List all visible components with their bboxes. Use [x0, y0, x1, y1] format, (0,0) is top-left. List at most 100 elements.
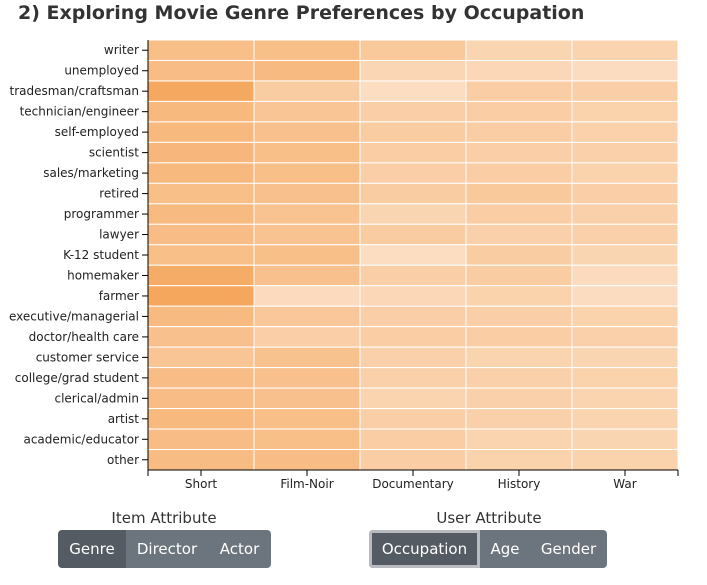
heatmap-cell-lawyer-short: [147, 223, 255, 246]
heatmap-cell-executive-managerial-war: [571, 305, 679, 328]
heatmap-cell-technician-engineer-film-noir: [253, 100, 361, 123]
heatmap-cell-customer-service-war: [571, 346, 679, 369]
item-attribute-button-group: Genre Director Actor: [58, 530, 271, 568]
y-tick-label: scientist: [89, 146, 139, 160]
heatmap-cell-retired-history: [465, 182, 573, 205]
heatmap-cell-sales-marketing-film-noir: [253, 162, 361, 184]
heatmap-cell-customer-service-documentary: [359, 346, 467, 369]
heatmap-cell-college-grad-student-short: [147, 367, 255, 389]
heatmap-cell-technician-engineer-war: [571, 100, 679, 123]
y-tick-label: sales/marketing: [43, 166, 139, 180]
y-tick-label: K-12 student: [63, 248, 139, 262]
heatmap-cell-technician-engineer-history: [465, 100, 573, 123]
heatmap-cell-k-12-student-documentary: [359, 244, 467, 266]
heatmap-cell-retired-documentary: [359, 182, 467, 205]
heatmap-cell-homemaker-history: [465, 264, 573, 287]
heatmap-cell-artist-film-noir: [253, 408, 361, 430]
y-tick-label: artist: [108, 412, 140, 426]
heatmap-cell-programmer-war: [571, 203, 679, 225]
heatmap-cell-farmer-short: [147, 285, 255, 307]
y-tick-label: lawyer: [99, 228, 139, 242]
user-attribute-label: User Attribute: [436, 509, 542, 527]
heatmap-cell-clerical-admin-war: [571, 387, 679, 410]
heatmap-cell-clerical-admin-film-noir: [253, 387, 361, 410]
heatmap-cell-doctor-health-care-war: [571, 326, 679, 348]
occupation-button[interactable]: Occupation: [369, 530, 480, 568]
heatmap-cell-self-employed-war: [571, 121, 679, 143]
user-attribute-button-group: Occupation Age Gender: [369, 530, 607, 568]
heatmap-cell-farmer-history: [465, 285, 573, 307]
heatmap-cell-unemployed-documentary: [359, 59, 467, 82]
actor-button[interactable]: Actor: [208, 530, 271, 568]
heatmap-cell-farmer-film-noir: [253, 285, 361, 307]
heatmap-cell-doctor-health-care-film-noir: [253, 326, 361, 348]
x-tick-label: Film-Noir: [280, 477, 333, 491]
heatmap-cell-unemployed-history: [465, 59, 573, 82]
y-tick-label: retired: [99, 187, 139, 201]
heatmap-cell-academic-educator-war: [571, 428, 679, 451]
heatmap-cell-scientist-history: [465, 141, 573, 164]
heatmap-cell-programmer-documentary: [359, 203, 467, 225]
y-tick-label: tradesman/craftsman: [10, 84, 139, 98]
heatmap-cell-writer-film-noir: [253, 39, 361, 61]
heatmap-cell-k-12-student-short: [147, 244, 255, 266]
heatmap-cell-self-employed-film-noir: [253, 121, 361, 143]
heatmap-cell-tradesman-craftsman-history: [465, 80, 573, 102]
y-tick-label: programmer: [64, 207, 139, 221]
item-attribute-label: Item Attribute: [111, 509, 217, 527]
heatmap-cell-tradesman-craftsman-film-noir: [253, 80, 361, 102]
heatmap-cell-homemaker-war: [571, 264, 679, 287]
heatmap-cell-tradesman-craftsman-war: [571, 80, 679, 102]
heatmap-cell-executive-managerial-documentary: [359, 305, 467, 328]
heatmap-cell-retired-war: [571, 182, 679, 205]
heatmap-cell-executive-managerial-history: [465, 305, 573, 328]
x-tick-label: History: [498, 477, 541, 491]
heatmap-cell-other-history: [465, 449, 573, 471]
gender-button[interactable]: Gender: [530, 530, 607, 568]
y-tick-label: homemaker: [67, 268, 139, 282]
heatmap-cell-self-employed-short: [147, 121, 255, 143]
heatmap-cell-tradesman-craftsman-short: [147, 80, 255, 102]
heatmap-cell-lawyer-documentary: [359, 223, 467, 246]
heatmap-cell-artist-documentary: [359, 408, 467, 430]
heatmap-cell-clerical-admin-short: [147, 387, 255, 410]
y-tick-label: farmer: [99, 289, 139, 303]
heatmap-cell-college-grad-student-documentary: [359, 367, 467, 389]
heatmap-cell-doctor-health-care-documentary: [359, 326, 467, 348]
heatmap-cell-academic-educator-short: [147, 428, 255, 451]
heatmap-cell-customer-service-film-noir: [253, 346, 361, 369]
heatmap-cell-doctor-health-care-history: [465, 326, 573, 348]
heatmap-cell-college-grad-student-war: [571, 367, 679, 389]
genre-button[interactable]: Genre: [58, 530, 126, 568]
heatmap-cell-technician-engineer-short: [147, 100, 255, 123]
heatmap-cell-retired-film-noir: [253, 182, 361, 205]
heatmap-cell-executive-managerial-film-noir: [253, 305, 361, 328]
y-tick-label: college/grad student: [15, 371, 140, 385]
heatmap-cell-self-employed-documentary: [359, 121, 467, 143]
heatmap-cell-other-documentary: [359, 449, 467, 471]
heatmap-cell-k-12-student-history: [465, 244, 573, 266]
heatmap-cell-programmer-history: [465, 203, 573, 225]
x-axis: Short Film-Noir Documentary History War: [147, 469, 679, 491]
heatmap-cell-doctor-health-care-short: [147, 326, 255, 348]
heatmap-cell-programmer-film-noir: [253, 203, 361, 225]
age-button[interactable]: Age: [480, 530, 530, 568]
heatmap-cell-college-grad-student-film-noir: [253, 367, 361, 389]
heatmap-cell-technician-engineer-documentary: [359, 100, 467, 123]
heatmap-cell-scientist-documentary: [359, 141, 467, 164]
heatmap-cell-farmer-documentary: [359, 285, 467, 307]
heatmap-cell-scientist-film-noir: [253, 141, 361, 164]
x-tick-label: War: [613, 477, 636, 491]
heatmap-cell-tradesman-craftsman-documentary: [359, 80, 467, 102]
y-axis: writer unemployed tradesman/craftsman techn…: [9, 40, 149, 470]
heatmap-cell-scientist-war: [571, 141, 679, 164]
heatmap-cell-college-grad-student-history: [465, 367, 573, 389]
heatmap-cell-academic-educator-history: [465, 428, 573, 451]
y-tick-label: self-employed: [55, 125, 139, 139]
director-button[interactable]: Director: [126, 530, 208, 568]
heatmap-cell-other-war: [571, 449, 679, 471]
heatmap-cell-unemployed-short: [147, 59, 255, 82]
heatmap-cell-writer-short: [147, 39, 255, 61]
heatmap-cell-programmer-short: [147, 203, 255, 225]
heatmap-cell-customer-service-short: [147, 346, 255, 369]
